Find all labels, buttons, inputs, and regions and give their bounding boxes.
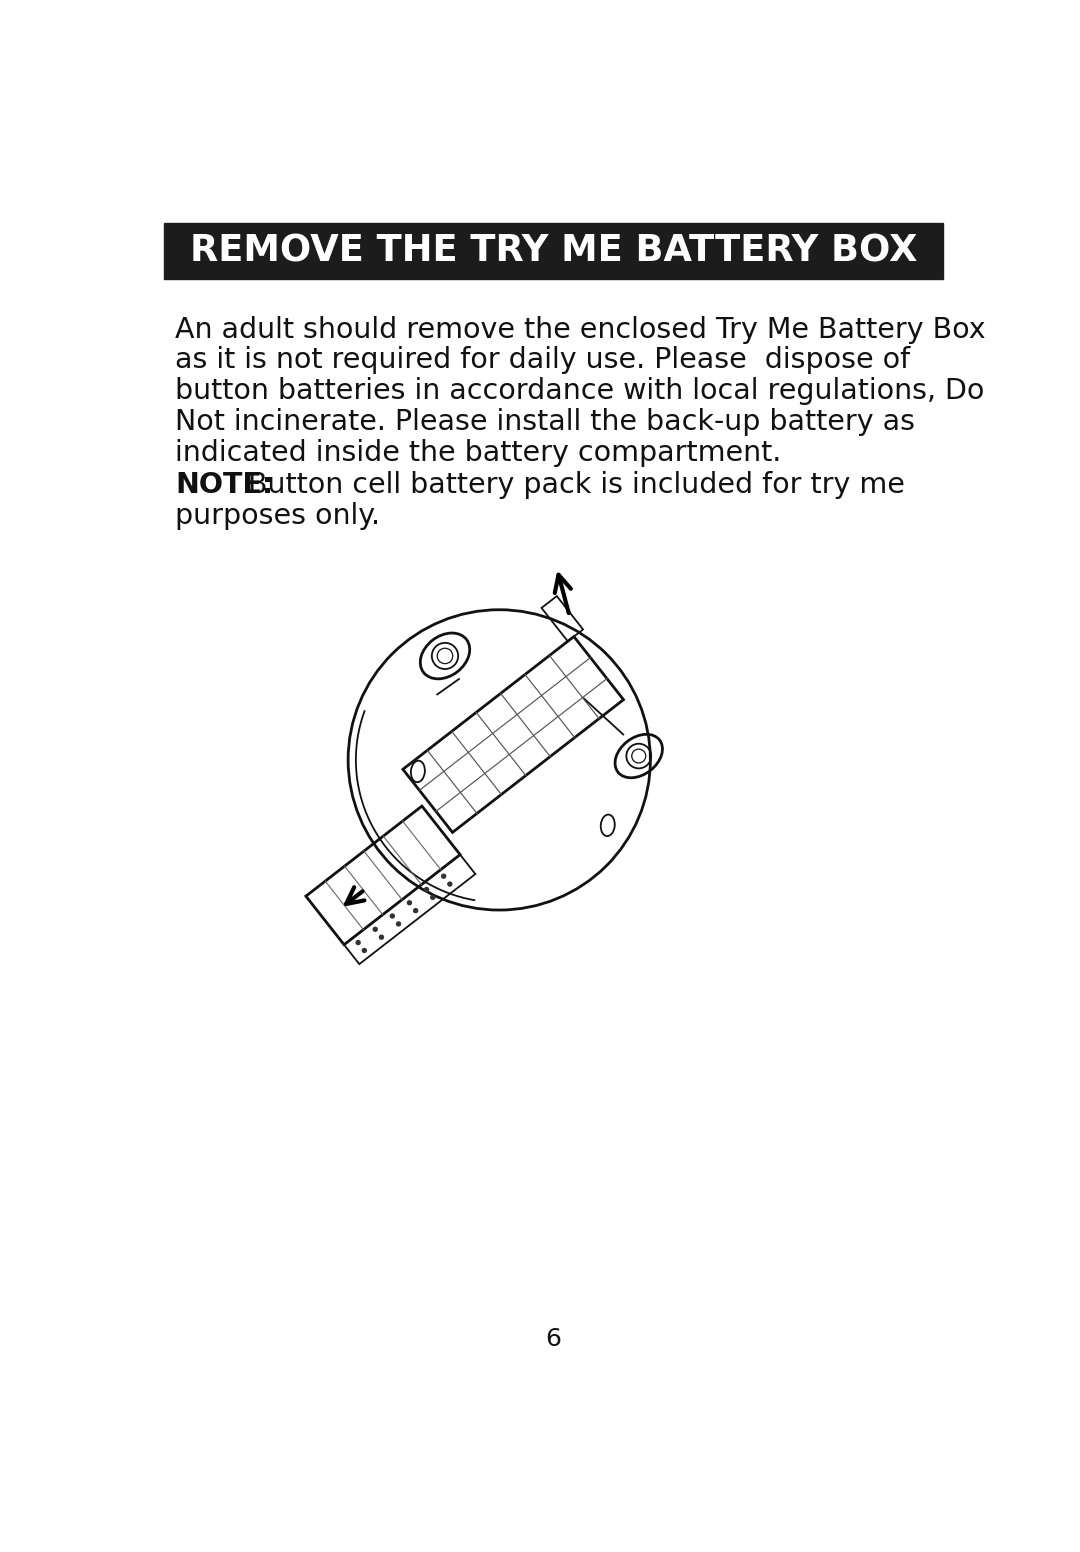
Text: button batteries in accordance with local regulations, Do: button batteries in accordance with loca…: [175, 377, 985, 405]
Text: An adult should remove the enclosed Try Me Battery Box: An adult should remove the enclosed Try …: [175, 315, 986, 343]
Circle shape: [407, 900, 413, 905]
Circle shape: [362, 948, 367, 953]
Text: Not incinerate. Please install the back-up battery as: Not incinerate. Please install the back-…: [175, 408, 916, 436]
Text: 6: 6: [545, 1327, 562, 1350]
Text: purposes only.: purposes only.: [175, 501, 380, 529]
Circle shape: [447, 882, 453, 886]
Text: indicated inside the battery compartment.: indicated inside the battery compartment…: [175, 439, 782, 467]
Circle shape: [413, 908, 418, 913]
Circle shape: [379, 934, 384, 941]
Circle shape: [373, 927, 378, 933]
Text: as it is not required for daily use. Please  dispose of: as it is not required for daily use. Ple…: [175, 346, 910, 374]
Text: Button cell battery pack is included for try me: Button cell battery pack is included for…: [239, 472, 905, 500]
Circle shape: [396, 922, 402, 927]
Circle shape: [441, 874, 446, 878]
Circle shape: [355, 941, 361, 945]
Bar: [164, 223, 943, 279]
Circle shape: [423, 886, 429, 892]
Circle shape: [430, 894, 435, 900]
Text: REMOVE THE TRY ME BATTERY BOX: REMOVE THE TRY ME BATTERY BOX: [190, 233, 917, 270]
Text: NOTE:: NOTE:: [175, 472, 273, 500]
Circle shape: [390, 913, 395, 919]
